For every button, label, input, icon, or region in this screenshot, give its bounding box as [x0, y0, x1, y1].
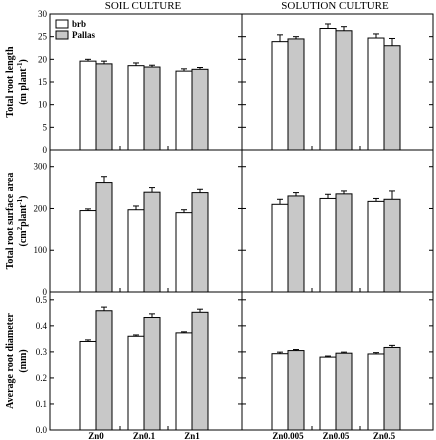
y-tick-label: 0.1	[36, 399, 47, 409]
y-axis-title-group: Total root surface area (cm2plant-1)	[5, 173, 29, 270]
legend-label: brb	[72, 19, 86, 29]
y-axis-title: Total root length	[5, 46, 16, 118]
bar-pallas	[287, 350, 305, 431]
y-tick-label: 0.4	[36, 321, 48, 331]
bar-brb	[271, 203, 289, 293]
bar-brb	[271, 353, 289, 431]
bar-brb	[127, 65, 145, 151]
x-category-label: Zn0.1	[133, 431, 156, 440]
bar-pallas	[95, 310, 113, 431]
bar-pallas	[335, 30, 353, 151]
x-category-label: Zn0	[88, 431, 104, 440]
y-tick-label: 0	[43, 287, 48, 297]
bar-brb	[127, 335, 145, 431]
bar-brb	[367, 353, 385, 431]
bar-pallas	[383, 45, 401, 151]
bar-pallas	[335, 193, 353, 293]
bar-pallas	[287, 38, 305, 151]
bar-brb	[175, 332, 193, 431]
bar-pallas	[143, 66, 161, 151]
y-axis-unit: (cm2plant-1)	[16, 195, 29, 246]
unit-text: )	[18, 195, 29, 198]
legend-label: Pallas	[72, 30, 95, 40]
bar-brb	[175, 212, 193, 293]
bar-brb	[367, 200, 385, 293]
bar-brb	[319, 28, 337, 151]
unit-superscript: -1	[16, 62, 24, 68]
y-tick-label: 10	[38, 100, 48, 110]
y-tick-label: 25	[38, 32, 48, 42]
bar-pallas	[143, 191, 161, 293]
plot-area: 05101520253001002003000.00.10.20.30.40.5…	[5, 9, 434, 440]
bar-pallas	[335, 352, 353, 431]
legend-swatch	[55, 19, 69, 29]
y-tick-label: 0	[43, 145, 48, 155]
y-tick-label: 0.3	[36, 347, 48, 357]
bar-brb	[79, 210, 97, 293]
bar-pallas	[95, 63, 113, 151]
bar-brb	[367, 37, 385, 151]
bar-pallas	[287, 195, 305, 293]
bar-brb	[79, 60, 97, 151]
unit-text: (m plant	[18, 68, 29, 105]
unit-superscript: 2	[16, 226, 24, 230]
y-tick-label: 200	[34, 203, 48, 213]
unit-text: plant	[18, 204, 29, 227]
bar-brb	[319, 197, 337, 293]
unit-text: (cm	[18, 230, 29, 247]
soil-culture-header: SOIL CULTURE	[105, 0, 182, 12]
y-tick-label: 0.0	[36, 425, 48, 435]
x-category-label: Zn0.5	[373, 431, 396, 440]
y-tick-label: 5	[43, 122, 48, 132]
y-tick-label: 15	[38, 77, 48, 87]
y-tick-label: 20	[38, 54, 48, 64]
bar-pallas	[191, 192, 209, 293]
solution-culture-header: SOLUTION CULTURE	[281, 0, 389, 12]
bar-pallas	[383, 198, 401, 293]
y-tick-label: 0.5	[36, 295, 48, 305]
y-axis-title: Total root surface area	[5, 173, 16, 270]
x-category-label: Zn0.05	[323, 431, 350, 440]
bar-pallas	[191, 68, 209, 151]
bar-pallas	[191, 311, 209, 431]
y-axis-unit: (m plant-1)	[16, 59, 29, 105]
bar-brb	[271, 41, 289, 151]
bar-brb	[175, 70, 193, 151]
x-category-label: Zn1	[184, 431, 200, 440]
y-tick-label: 30	[38, 9, 48, 19]
unit-text: )	[18, 59, 29, 62]
legend-swatch	[55, 30, 69, 40]
bar-brb	[319, 356, 337, 431]
y-axis-title: Average root diameter	[5, 313, 16, 409]
bar-brb	[79, 340, 97, 431]
x-category-label: Zn0.005	[272, 431, 304, 440]
bar-brb	[127, 209, 145, 293]
bar-pallas	[383, 346, 401, 431]
y-axis-unit: (mm)	[18, 349, 29, 372]
y-axis-title-group: Total root length (m plant-1)	[5, 46, 29, 118]
bar-pallas	[95, 182, 113, 293]
unit-superscript: -1	[16, 198, 24, 204]
bar-pallas	[143, 317, 161, 431]
y-axis-title-group: Average root diameter (mm)	[5, 313, 29, 409]
y-tick-label: 100	[34, 245, 48, 255]
y-tick-label: 0.2	[36, 373, 47, 383]
y-tick-label: 300	[34, 162, 48, 172]
